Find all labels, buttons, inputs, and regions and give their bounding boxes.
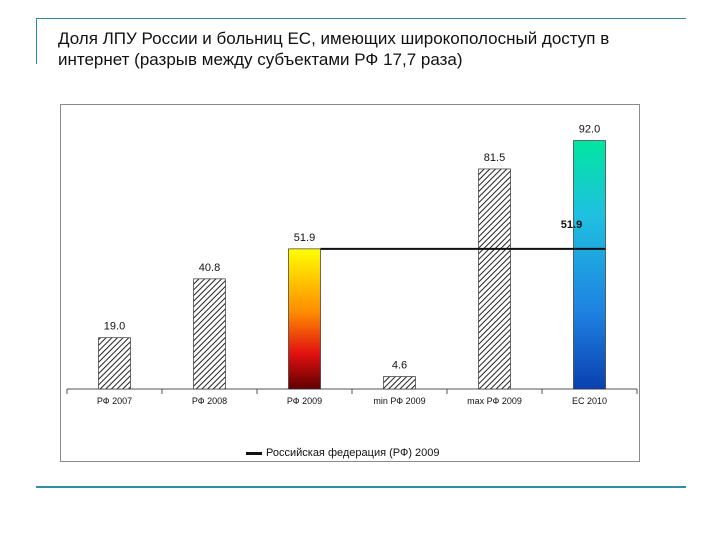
x-tick-label: min РФ 2009 [373,396,425,406]
x-tick-label: РФ 2008 [192,396,227,406]
x-tick-label: max РФ 2009 [467,396,522,406]
bar-value-label: 19.0 [104,321,125,333]
slide-decoration-bottom [36,486,686,488]
bar-4 [383,376,416,390]
slide-title: Доля ЛПУ России и больниц ЕС, имеющих ши… [58,29,610,69]
slide-decoration-left [36,18,37,64]
chart-frame: 19.0 РФ 2007 40.8 РФ 2008 51.9 РФ 2009 4.6 min … [60,104,640,462]
bar-chart: 19.0 РФ 2007 40.8 РФ 2008 51.9 РФ 2009 4.6 min … [66,124,638,406]
reference-line-label: 51.9 [561,219,582,231]
slide-decoration-top [36,18,686,19]
x-tick-label: РФ 2007 [97,396,132,406]
x-tick-label: ЕС 2010 [572,396,607,406]
bar-3 [288,248,321,390]
legend-line-swatch [246,451,262,455]
bar-value-label: 4.6 [392,360,407,372]
legend-label: Российская федерация (РФ) 2009 [266,447,440,459]
bar-value-label: 81.5 [484,152,505,164]
chart-legend: Российская федерация (РФ) 2009 [246,447,440,459]
x-tick-label: РФ 2009 [287,396,322,406]
bar-1 [98,337,131,390]
bar-2 [193,278,226,390]
bar-5 [478,168,511,390]
bar-value-label: 51.9 [294,232,315,244]
bar-value-label: 92.0 [579,124,600,136]
bar-6 [573,140,606,390]
bar-value-label: 40.8 [199,262,220,274]
